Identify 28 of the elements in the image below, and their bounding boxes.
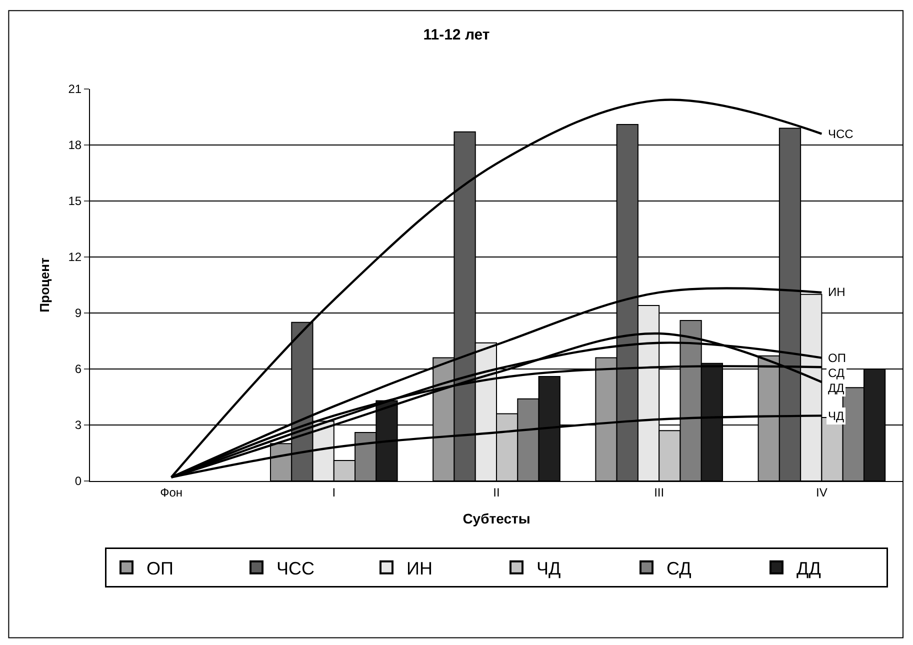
series-label: ДД: [828, 381, 844, 395]
x-tick-label: I: [332, 485, 336, 500]
chart-title: 11-12 лет: [423, 26, 490, 44]
y-tick-label: 6: [74, 362, 82, 376]
legend-label: ЧСС: [276, 558, 314, 578]
x-tick-label: Фон: [160, 485, 183, 500]
x-tick-label: II: [493, 485, 500, 500]
y-tick-label: 3: [74, 418, 82, 432]
series-label: ЧД: [828, 409, 844, 423]
y-tick-label: 21: [68, 82, 82, 96]
series-label: ОП: [828, 351, 846, 365]
y-tick-label: 18: [68, 138, 82, 152]
y-axis-title: Процент: [37, 258, 52, 312]
x-tick-label: III: [654, 485, 664, 500]
legend-label: ИН: [406, 558, 432, 578]
series-label: ЧСС: [828, 127, 854, 141]
series-label: СД: [828, 366, 845, 380]
legend-label: СД: [666, 558, 692, 578]
legend-label: ЧД: [536, 558, 561, 578]
y-tick-label: 0: [74, 474, 82, 488]
y-tick-label: 12: [68, 250, 82, 264]
series-label: ИН: [828, 285, 846, 299]
y-tick-label: 9: [74, 306, 82, 320]
x-tick-label: IV: [816, 485, 828, 500]
legend-label: ОП: [146, 558, 174, 578]
y-tick-label: 15: [68, 194, 82, 208]
x-axis-title: Субтесты: [462, 510, 530, 527]
legend-label: ДД: [796, 558, 821, 578]
